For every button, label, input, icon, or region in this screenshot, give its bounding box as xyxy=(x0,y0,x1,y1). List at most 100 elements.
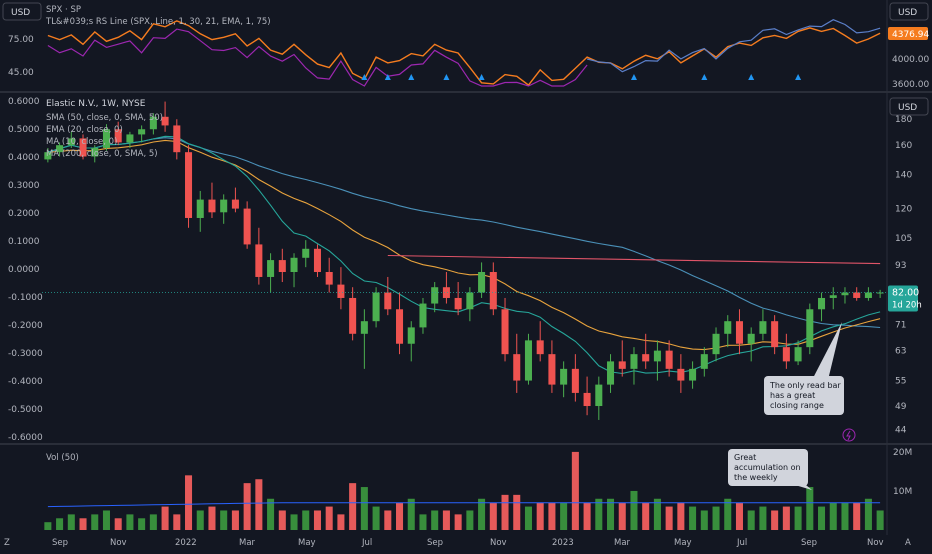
volume-bar[interactable] xyxy=(583,502,591,530)
candle[interactable] xyxy=(337,284,345,298)
volume-bar[interactable] xyxy=(91,514,99,530)
candle[interactable] xyxy=(466,292,474,310)
candle[interactable] xyxy=(489,272,497,310)
candle[interactable] xyxy=(782,347,790,362)
volume-bar[interactable] xyxy=(208,506,216,530)
candle[interactable] xyxy=(384,292,392,310)
volume-bar[interactable] xyxy=(278,510,286,530)
candle[interactable] xyxy=(44,152,52,160)
volume-bar[interactable] xyxy=(384,510,392,530)
volume-bar[interactable] xyxy=(79,518,87,530)
volume-bar[interactable] xyxy=(185,475,193,530)
candle[interactable] xyxy=(771,321,779,348)
volume-bar[interactable] xyxy=(735,502,743,530)
volume-bar[interactable] xyxy=(524,506,532,530)
candle[interactable] xyxy=(548,354,556,385)
volume-bar[interactable] xyxy=(536,502,544,530)
candle[interactable] xyxy=(864,292,872,298)
candle[interactable] xyxy=(689,368,697,381)
candle[interactable] xyxy=(712,333,720,355)
candle[interactable] xyxy=(853,292,861,298)
candle[interactable] xyxy=(91,147,99,157)
candle[interactable] xyxy=(79,138,87,157)
volume-bar[interactable] xyxy=(853,502,861,530)
volume-bar[interactable] xyxy=(864,498,872,530)
candle[interactable] xyxy=(396,309,404,344)
volume-bar[interactable] xyxy=(431,510,439,530)
candle[interactable] xyxy=(818,297,826,310)
currency-button[interactable] xyxy=(889,2,929,21)
callout-bubble[interactable] xyxy=(728,449,808,486)
volume-bar[interactable] xyxy=(489,502,497,530)
volume-bar[interactable] xyxy=(114,518,122,530)
candle[interactable] xyxy=(747,333,755,344)
candle[interactable] xyxy=(325,272,333,285)
candle[interactable] xyxy=(196,199,204,218)
candle[interactable] xyxy=(102,129,110,148)
candle[interactable] xyxy=(806,309,814,348)
volume-bar[interactable] xyxy=(677,502,685,530)
candle[interactable] xyxy=(185,152,193,218)
volume-bar[interactable] xyxy=(419,514,427,530)
candle[interactable] xyxy=(665,350,673,369)
volume-bar[interactable] xyxy=(149,514,157,530)
volume-bar[interactable] xyxy=(173,514,181,530)
volume-bar[interactable] xyxy=(44,522,52,530)
candle[interactable] xyxy=(255,244,263,277)
candle[interactable] xyxy=(126,134,134,143)
volume-bar[interactable] xyxy=(560,502,568,530)
candle[interactable] xyxy=(114,129,122,143)
volume-bar[interactable] xyxy=(501,494,509,530)
candle[interactable] xyxy=(700,354,708,369)
volume-bar[interactable] xyxy=(818,506,826,530)
candle[interactable] xyxy=(607,361,615,385)
candle[interactable] xyxy=(630,354,638,369)
volume-bar[interactable] xyxy=(231,510,239,530)
candle[interactable] xyxy=(56,145,64,153)
volume-bar[interactable] xyxy=(806,487,814,530)
candle[interactable] xyxy=(243,208,251,245)
lightning-icon[interactable] xyxy=(842,428,856,442)
candle[interactable] xyxy=(208,199,216,213)
volume-bar[interactable] xyxy=(290,514,298,530)
candle[interactable] xyxy=(407,327,415,344)
candle[interactable] xyxy=(876,292,884,294)
candle[interactable] xyxy=(67,138,75,146)
candle[interactable] xyxy=(313,248,321,273)
volume-bar[interactable] xyxy=(771,510,779,530)
candle[interactable] xyxy=(349,297,357,334)
candle[interactable] xyxy=(478,272,486,293)
candle[interactable] xyxy=(278,260,286,273)
candle[interactable] xyxy=(267,260,275,277)
candle[interactable] xyxy=(290,257,298,273)
volume-bar[interactable] xyxy=(689,506,697,530)
candle[interactable] xyxy=(653,350,661,362)
volume-bar[interactable] xyxy=(337,514,345,530)
candle[interactable] xyxy=(419,303,427,328)
volume-bar[interactable] xyxy=(267,498,275,530)
candle[interactable] xyxy=(735,321,743,344)
candle[interactable] xyxy=(524,340,532,381)
candle[interactable] xyxy=(231,199,239,209)
candle[interactable] xyxy=(149,116,157,130)
candle[interactable] xyxy=(360,321,368,334)
volume-bar[interactable] xyxy=(724,498,732,530)
candle[interactable] xyxy=(560,368,568,385)
volume-bar[interactable] xyxy=(407,498,415,530)
candle[interactable] xyxy=(759,321,767,334)
volume-bar[interactable] xyxy=(712,506,720,530)
candle[interactable] xyxy=(829,295,837,298)
volume-bar[interactable] xyxy=(571,451,579,530)
candle[interactable] xyxy=(302,248,310,258)
volume-bar[interactable] xyxy=(794,506,802,530)
volume-bar[interactable] xyxy=(255,479,263,530)
volume-bar[interactable] xyxy=(607,498,615,530)
candle[interactable] xyxy=(442,287,450,298)
candle[interactable] xyxy=(513,354,521,381)
volume-bar[interactable] xyxy=(513,494,521,530)
candle[interactable] xyxy=(536,340,544,355)
volume-bar[interactable] xyxy=(102,510,110,530)
candle[interactable] xyxy=(501,309,509,355)
volume-bar[interactable] xyxy=(138,518,146,530)
candle[interactable] xyxy=(642,354,650,362)
